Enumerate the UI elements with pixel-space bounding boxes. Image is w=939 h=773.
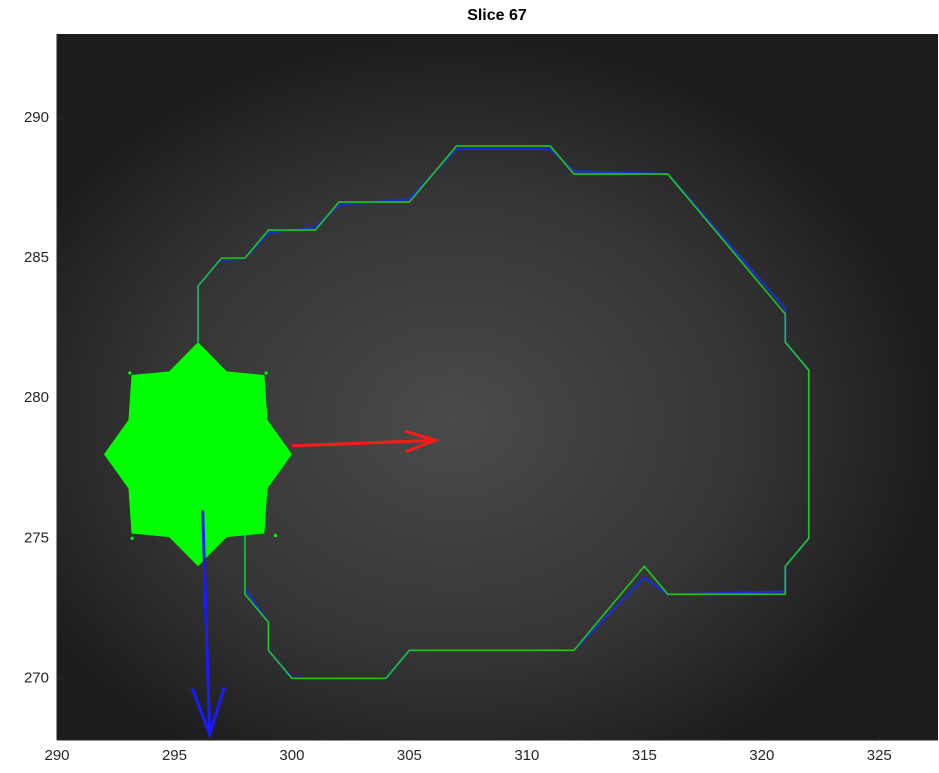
x-tick-label: 320 xyxy=(749,747,774,764)
x-tick-label: 300 xyxy=(279,747,304,764)
chart: Slice 67 290 295 300 305 310 315 320 325 270 275 2… xyxy=(0,0,939,768)
page: {"chart_data": { "type": "image-overlay"… xyxy=(0,0,939,768)
y-tick-label: 290 xyxy=(24,109,49,126)
x-tick-label: 325 xyxy=(867,747,892,764)
star-marker xyxy=(104,342,292,566)
y-tick-label: 280 xyxy=(24,389,49,406)
x-tick-label: 295 xyxy=(162,747,187,764)
x-tick-label: 305 xyxy=(397,747,422,764)
point xyxy=(264,371,267,374)
chart-title: Slice 67 xyxy=(467,7,527,24)
point xyxy=(128,371,131,374)
y-tick-label: 275 xyxy=(24,529,49,546)
y-tick-label: 285 xyxy=(24,249,49,266)
x-tick-label: 310 xyxy=(514,747,539,764)
x-tick-label: 315 xyxy=(632,747,657,764)
point xyxy=(274,534,277,537)
y-tick-label: 270 xyxy=(24,669,49,686)
point xyxy=(131,537,134,540)
x-tick-label: 290 xyxy=(44,747,69,764)
